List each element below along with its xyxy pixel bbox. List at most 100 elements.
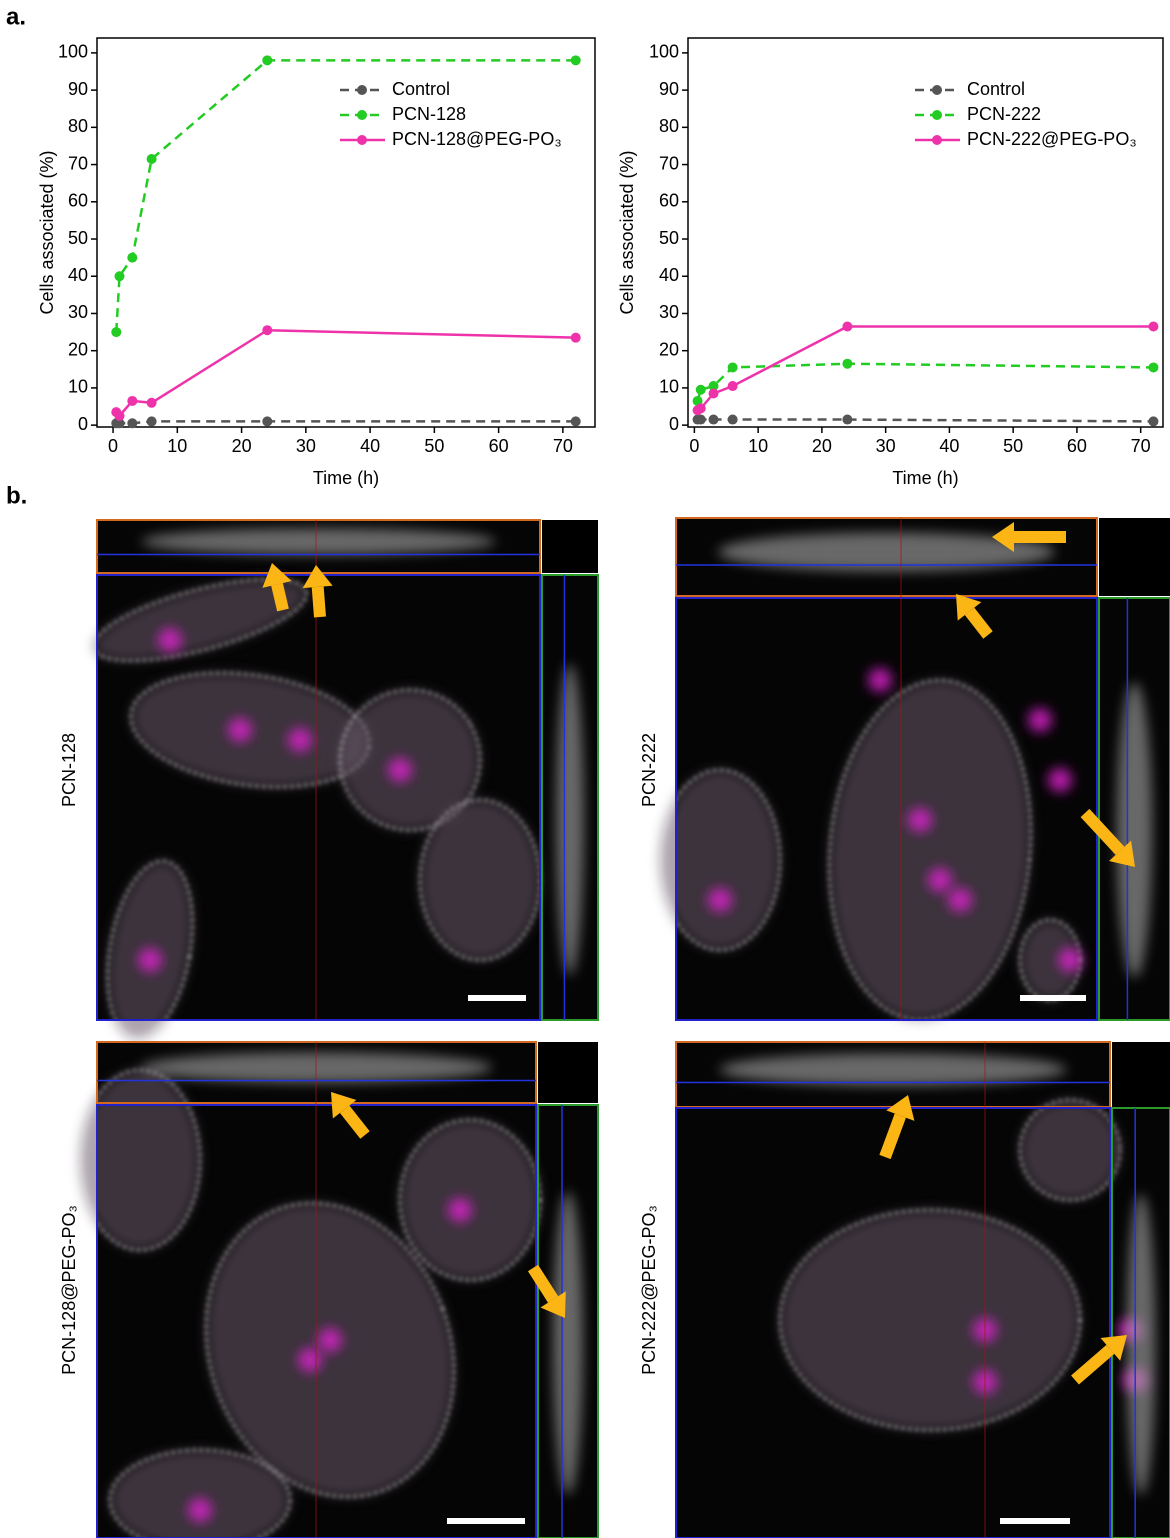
y-tick-label: 10 [68,377,88,397]
image-corner [1099,518,1170,596]
y-tick-label: 70 [68,153,88,173]
scale-bar [468,995,526,1001]
micrograph [86,520,598,1046]
arrow-shaft [277,584,283,610]
signal [288,728,312,752]
y-tick-label: 0 [669,414,679,434]
image-label: PCN-128@PEG-PO₃ [59,1205,79,1375]
plot-frame [97,38,595,427]
micrograph [676,1042,1170,1538]
data-point [842,415,852,425]
data-point [728,415,738,425]
y-tick-label: 80 [659,116,679,136]
ortho-signal [556,664,584,976]
micrograph [80,1042,598,1538]
data-point [262,325,272,335]
signal [1048,768,1072,792]
data-point [1148,416,1158,426]
figure: a. b. PCN-128 PCN-222 PCN-128@PEG-PO₃ PC… [0,0,1170,1538]
data-point [571,333,581,343]
y-tick-label: 80 [68,116,88,136]
y-tick-label: 40 [68,265,88,285]
arrow-shaft [318,587,320,617]
x-tick-label: 70 [1131,436,1151,456]
signal [388,758,412,782]
legend-marker [357,85,367,95]
signal [928,868,952,892]
y-tick-label: 90 [68,79,88,99]
data-point [709,415,719,425]
data-point [571,55,581,65]
x-tick-label: 20 [232,436,252,456]
x-axis-title: Time (h) [892,468,958,488]
legend-marker [932,85,942,95]
y-tick-label: 100 [649,42,679,62]
image-corner [1112,1042,1170,1107]
x-tick-label: 10 [167,436,187,456]
ortho-signal [141,528,495,555]
x-tick-label: 40 [360,436,380,456]
x-tick-label: 40 [939,436,959,456]
signal [1058,948,1082,972]
x-tick-label: 70 [553,436,573,456]
y-tick-label: 50 [659,228,679,248]
plot-frame [688,38,1163,427]
signal [868,668,892,692]
data-point [696,415,706,425]
ortho-signal [1127,1194,1156,1495]
y-tick-label: 50 [68,228,88,248]
legend-label: Control [392,79,450,99]
signal [948,888,972,912]
x-tick-label: 20 [812,436,832,456]
y-tick-label: 40 [659,265,679,285]
micrograph [660,518,1170,1028]
y-tick-label: 60 [68,191,88,211]
ortho-signal [553,1192,583,1495]
signal [1028,708,1052,732]
legend-label: PCN-222@PEG-PO₃ [967,129,1137,149]
data-point [114,271,124,281]
y-tick-label: 20 [659,339,679,359]
y-axis-title: Cells associated (%) [37,150,57,314]
legend-label: PCN-222 [967,104,1041,124]
data-point [728,381,738,391]
data-point [147,416,157,426]
y-tick-label: 30 [68,302,88,322]
y-axis-title: Cells associated (%) [617,150,637,314]
data-point [147,154,157,164]
y-tick-label: 30 [659,302,679,322]
y-tick-label: 10 [659,377,679,397]
data-point [127,396,137,406]
scale-bar [1000,1518,1070,1524]
y-tick-label: 70 [659,153,679,173]
legend-label: PCN-128@PEG-PO₃ [392,129,562,149]
x-tick-label: 60 [489,436,509,456]
signal [138,948,162,972]
panel-label: b. [6,482,27,509]
data-point [842,321,852,331]
y-tick-label: 60 [659,191,679,211]
data-point [262,416,272,426]
signal [188,1498,212,1522]
data-point [571,416,581,426]
data-point [262,55,272,65]
image-corner [542,520,598,573]
signal [318,1328,342,1352]
data-point [728,362,738,372]
legend-marker [932,135,942,145]
signal [708,888,732,912]
series-line [116,421,575,423]
data-point [1148,362,1158,372]
data-point [709,388,719,398]
data-point [127,418,137,428]
y-tick-label: 100 [58,42,88,62]
signal [228,718,252,742]
x-tick-label: 30 [876,436,896,456]
x-tick-label: 50 [424,436,444,456]
signal [908,808,932,832]
data-point [696,403,706,413]
scale-bar [1020,995,1086,1001]
data-point [127,253,137,263]
data-point [842,359,852,369]
data-point [696,385,706,395]
